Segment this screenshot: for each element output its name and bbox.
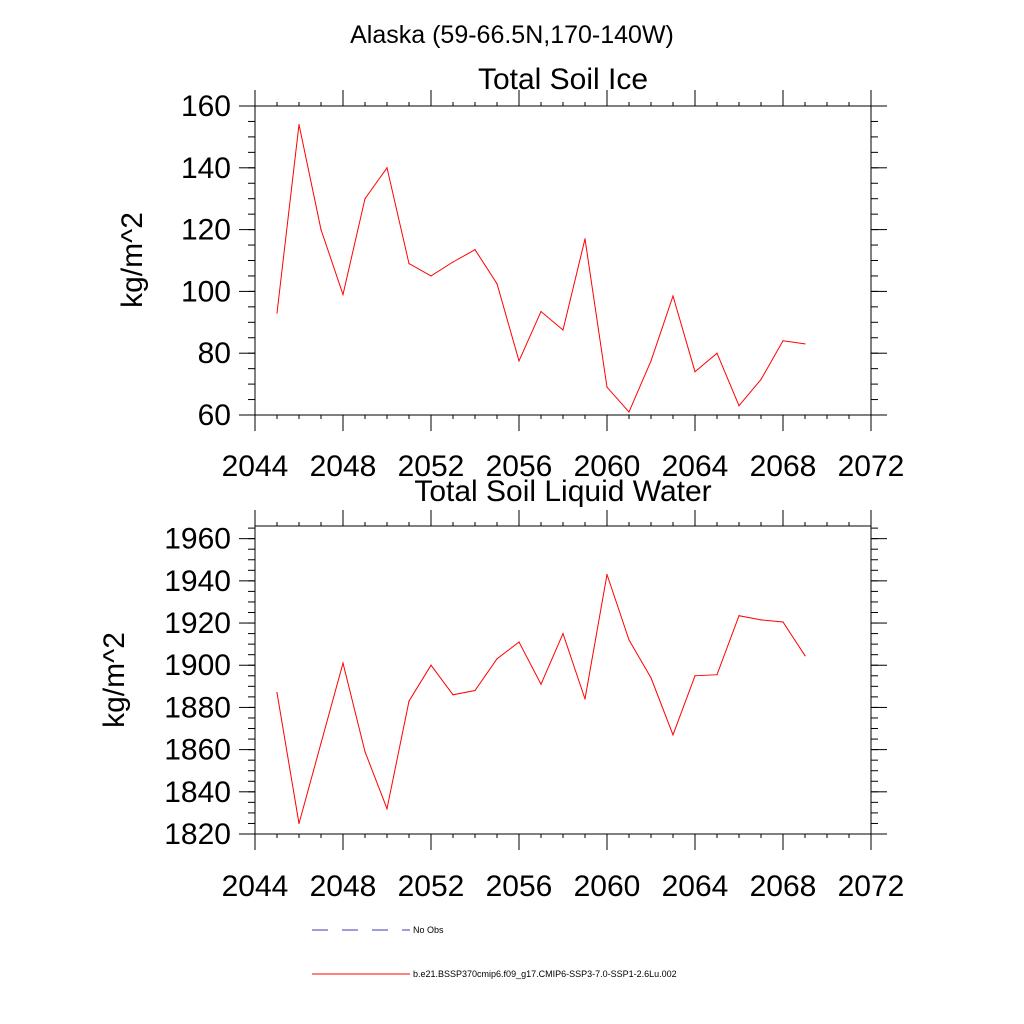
- soil-liquid-water-x-tick-label: 2064: [662, 870, 729, 903]
- soil-liquid-water-data-point: [804, 655, 806, 657]
- soil-ice-data-point: [716, 352, 718, 354]
- soil-liquid-water-x-tick-label: 2044: [222, 870, 289, 903]
- soil-liquid-water-panel: Total Soil Liquid Water kg/m^2 1820 1840 1…: [98, 475, 904, 903]
- soil-ice-x-tick-label: 2052: [398, 450, 465, 483]
- soil-ice-x-tick-label: 2068: [750, 450, 817, 483]
- soil-liquid-water-data-point: [518, 641, 520, 643]
- soil-ice-data-point: [518, 360, 520, 362]
- soil-ice-data-point: [760, 378, 762, 381]
- soil-liquid-water-x-tick-label: 2052: [398, 870, 465, 903]
- legend-no-obs-label: No Obs: [413, 925, 444, 935]
- soil-liquid-water-data-point: [738, 615, 740, 617]
- soil-ice-y-tick-label: 120: [181, 214, 231, 247]
- soil-ice-data-point: [672, 295, 674, 297]
- soil-liquid-water-x-tick-label: 2072: [838, 870, 905, 903]
- soil-liquid-water-x-tick-label: 2056: [486, 870, 553, 903]
- soil-ice-x-tick-label: 2072: [838, 450, 905, 483]
- soil-liquid-water-data-point: [430, 664, 432, 666]
- soil-ice-data-point: [804, 343, 806, 345]
- legend-model-label: b.e21.BSSP370cmip6.f09_g17.CMIP6-SSP3-7.…: [413, 969, 677, 979]
- soil-liquid-water-data-point: [320, 742, 322, 744]
- soil-ice-data-point: [496, 283, 498, 285]
- legend: No Obs b.e21.BSSP370cmip6.f09_g17.CMIP6-…: [312, 925, 677, 979]
- soil-ice-data-point: [474, 249, 476, 251]
- soil-ice-x-tick-label: 2048: [310, 450, 377, 483]
- soil-ice-data-point: [694, 371, 696, 373]
- soil-ice-data-point: [650, 360, 652, 362]
- soil-ice-data-point: [430, 275, 432, 277]
- soil-ice-title: Total Soil Ice: [478, 63, 648, 96]
- soil-liquid-water-series-line: [276, 574, 806, 824]
- soil-ice-x-tick-label: 2064: [662, 450, 729, 483]
- soil-liquid-water-y-tick-label: 1900: [164, 649, 231, 682]
- soil-liquid-water-data-point: [474, 689, 476, 692]
- soil-ice-data-point: [364, 198, 366, 200]
- soil-ice-panel: Total Soil Ice kg/m^2 60 80 100 120 140 160 20…: [116, 63, 904, 483]
- soil-ice-data-point: [540, 310, 542, 313]
- soil-liquid-water-data-point: [760, 619, 762, 621]
- soil-ice-x-tick-label: 2056: [486, 450, 553, 483]
- soil-ice-data-point: [342, 293, 344, 296]
- soil-liquid-water-x-tick-label: 2060: [574, 870, 641, 903]
- soil-liquid-water-data-point: [496, 658, 498, 660]
- soil-ice-y-tick-label: 80: [198, 337, 231, 370]
- soil-liquid-water-data-point: [276, 692, 278, 694]
- soil-ice-data-point: [782, 340, 784, 342]
- soil-ice-data-point: [298, 123, 300, 126]
- soil-ice-y-tick-label: 140: [181, 152, 231, 185]
- soil-ice-data-point: [276, 312, 278, 314]
- soil-ice-data-point: [628, 411, 630, 413]
- soil-ice-ylabel: kg/m^2: [116, 212, 149, 308]
- soil-ice-x-tick-label: 2044: [222, 450, 289, 483]
- soil-liquid-water-data-point: [716, 674, 718, 676]
- soil-ice-y-tick-label: 100: [181, 275, 231, 308]
- soil-liquid-water-data-point: [364, 751, 366, 753]
- soil-ice-data-point: [386, 167, 388, 169]
- soil-liquid-water-data-point: [298, 822, 300, 825]
- soil-liquid-water-data-point: [584, 698, 586, 700]
- soil-liquid-water-data-point: [650, 677, 652, 679]
- soil-liquid-water-data-point: [540, 683, 542, 685]
- soil-liquid-water-y-tick-label: 1920: [164, 607, 231, 640]
- soil-ice-series-line: [276, 124, 806, 413]
- soil-liquid-water-y-tick-label: 1960: [164, 523, 231, 556]
- soil-liquid-water-y-tick-label: 1880: [164, 691, 231, 724]
- soil-ice-data-point: [452, 261, 454, 263]
- soil-liquid-water-data-point: [606, 573, 608, 576]
- soil-liquid-water-y-tick-label: 1820: [164, 818, 231, 851]
- soil-liquid-water-x-tick-label: 2048: [310, 870, 377, 903]
- soil-liquid-water-y-tick-label: 1840: [164, 776, 231, 809]
- soil-ice-data-point: [738, 405, 740, 407]
- soil-liquid-water-y-tick-label: 1860: [164, 734, 231, 767]
- soil-ice-data-point: [320, 229, 322, 231]
- soil-liquid-water-data-point: [386, 808, 388, 810]
- soil-liquid-water-data-point: [672, 734, 674, 736]
- soil-liquid-water-x-tick-label: 2068: [750, 870, 817, 903]
- soil-liquid-water-data-point: [628, 639, 630, 641]
- soil-ice-y-tick-label: 60: [198, 399, 231, 432]
- soil-liquid-water-data-point: [782, 621, 784, 623]
- soil-liquid-water-ylabel: kg/m^2: [98, 632, 131, 728]
- soil-liquid-water-data-point: [452, 694, 454, 696]
- soil-liquid-water-data-point: [562, 632, 564, 635]
- soil-ice-data-point: [606, 386, 608, 388]
- soil-liquid-water-y-tick-label: 1940: [164, 565, 231, 598]
- soil-ice-y-tick-label: 160: [181, 90, 231, 123]
- soil-liquid-water-data-point: [694, 675, 696, 677]
- soil-liquid-water-data-point: [408, 700, 410, 702]
- soil-ice-data-point: [408, 262, 410, 265]
- soil-ice-x-tick-label: 2060: [574, 450, 641, 483]
- page-title: Alaska (59-66.5N,170-140W): [350, 21, 674, 49]
- soil-ice-data-point: [562, 329, 564, 331]
- soil-liquid-water-title: Total Soil Liquid Water: [414, 475, 711, 508]
- soil-ice-data-point: [584, 238, 586, 240]
- soil-ice-plot-frame: [254, 105, 872, 416]
- soil-liquid-water-data-point: [342, 662, 344, 664]
